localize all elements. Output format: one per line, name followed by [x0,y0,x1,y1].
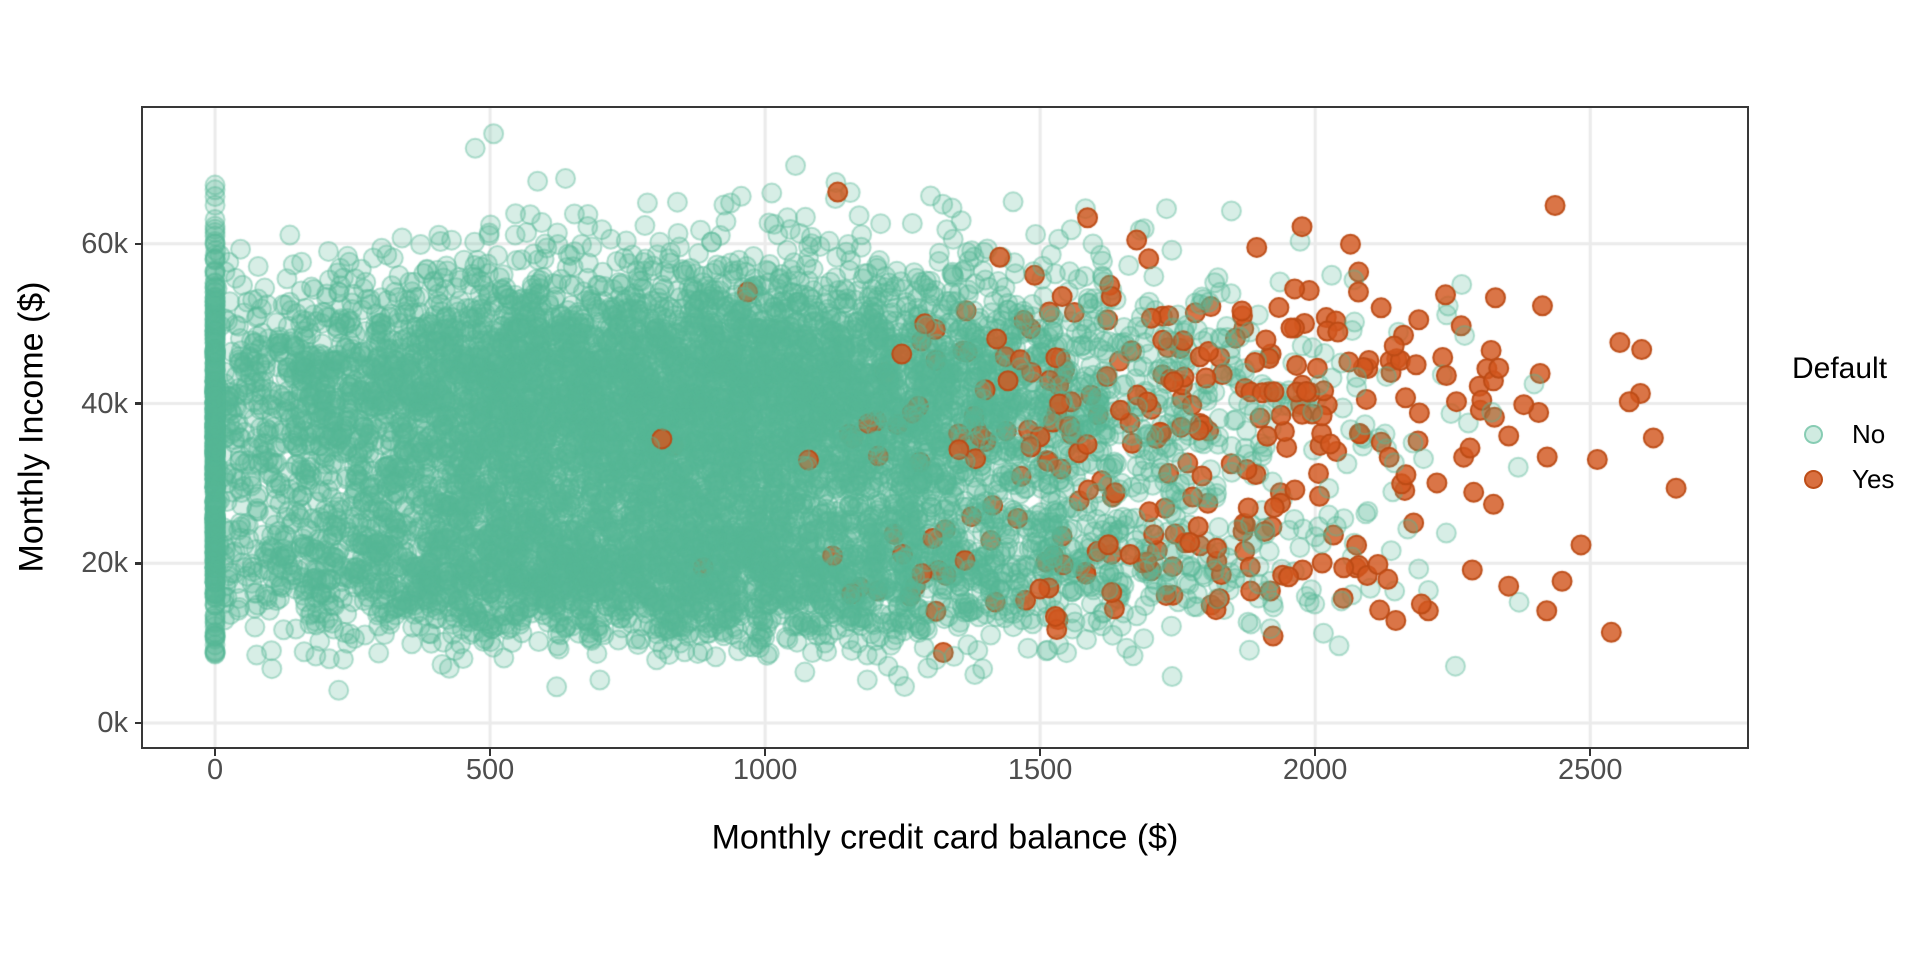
x-tick-mark [213,748,217,756]
legend-item-label: No [1852,419,1886,449]
x-tick-label: 1500 [1007,754,1073,786]
x-tick-label: 0 [206,754,224,786]
x-axis-title: Monthly credit card balance ($) [711,818,1179,857]
x-tick-mark [1313,748,1317,756]
scatter-canvas [143,108,1747,747]
x-tick-mark [1038,748,1042,756]
x-tick-label: 2000 [1282,754,1348,786]
legend-item-yes: Yes [1804,463,1894,495]
y-axis-title: Monthly Income ($) [12,281,51,573]
legend-key-circle-icon [1804,424,1823,444]
x-tick-label: 1000 [732,754,798,786]
legend-item-no: No [1804,418,1885,450]
y-tick-label: 40k [81,387,128,420]
y-tick-mark [135,402,143,405]
x-tick-mark [1588,748,1592,756]
x-tick-label: 2500 [1557,754,1623,786]
x-tick-mark [763,748,767,756]
y-tick-label: 60k [81,227,128,260]
x-tick-label: 500 [465,754,515,786]
x-tick-mark [488,748,492,756]
y-tick-mark [135,242,143,246]
legend-item-label: Yes [1852,464,1895,494]
legend-key-circle-icon [1804,469,1823,489]
plot-panel [141,106,1749,749]
y-tick-label: 0k [97,707,128,740]
y-tick-mark [135,721,143,725]
legend-title: Default [1792,352,1888,385]
y-tick-label: 20k [81,547,128,580]
y-tick-mark [135,562,143,565]
